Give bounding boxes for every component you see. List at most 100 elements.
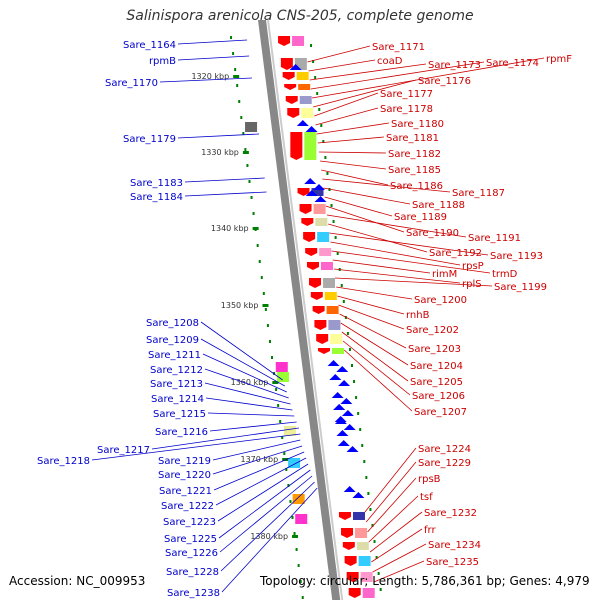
scale-tick [359,428,362,431]
gene-label-right: Sare_1191 [468,233,521,244]
annotation-block [292,36,305,46]
feature-layer [245,36,375,598]
gene-label-right: Sare_1207 [414,407,467,418]
leader-line [343,349,413,412]
gene-label-right: rpsP [462,261,484,272]
leader-line [313,79,417,108]
scale-tick [277,404,280,407]
scale-label: 1360 kbp [231,378,269,387]
scale-label: 1350 kbp [221,301,259,310]
backbone-layer [258,19,344,600]
major-tick [242,151,249,154]
major-tick [272,381,279,384]
gene-label-right: Sare_1178 [380,104,433,115]
gene-label-right: rpmF [546,54,572,65]
gene-label-right: Sare_1188 [412,200,465,211]
scale-tick [361,444,364,447]
forward-gene-arrow [348,588,361,598]
gene-label-left: Sare_1164 [123,40,176,51]
gene-label-right: Sare_1186 [390,181,443,192]
leader-line [326,214,467,238]
gene-label-right: Sare_1206 [412,391,465,402]
annotation-block [358,556,371,566]
annotation-block [304,132,317,160]
scale-tick [301,596,304,599]
scale-tick [250,196,253,199]
scale-label: 1320 kbp [191,72,229,81]
leader-line [339,313,407,349]
leader-line [365,461,417,523]
scale-tick [299,580,302,583]
reverse-gene-arrow [329,374,342,380]
leader-line [217,463,309,522]
topology-text: Topology: circular; Length: 5,786,361 bp… [260,574,590,588]
gene-label-right: Sare_1187 [452,188,505,199]
scale-tick [371,524,374,527]
annotation-block [298,84,311,90]
gene-label-right: rplS [462,279,482,290]
reverse-gene-arrow [346,446,359,452]
leader-line [202,353,287,393]
gene-label-right: Sare_1171 [372,42,425,53]
leader-line [315,107,379,126]
leader-line [340,322,409,366]
annotation-block [320,262,333,270]
leader-line [207,412,295,417]
gene-label-left: Sare_1222 [161,501,214,512]
scale-tick [293,532,296,535]
gene-label-right: Sare_1182 [388,149,441,160]
leader-line [184,191,267,197]
leader-line [310,61,485,90]
forward-gene-arrow [282,72,295,80]
annotation-block [299,96,312,104]
forward-gene-arrow [341,528,354,538]
forward-gene-arrow [297,188,310,196]
annotation-block [360,572,373,582]
scale-tick [234,68,237,71]
reverse-gene-arrow [343,424,356,430]
gene-label-right: Sare_1203 [408,344,461,355]
leader-line [373,560,425,583]
annotation-block [362,588,375,598]
leader-line [364,447,417,513]
scale-tick [289,500,292,503]
scale-tick [248,180,251,183]
forward-gene-arrow [338,512,351,520]
map-title: Salinispora arenicola CNS-205, complete … [126,8,474,24]
scale-tick [295,548,298,551]
backbone-shadow [267,19,344,600]
gene-label-right: Sare_1205 [410,377,463,388]
annotation-block [288,458,301,468]
forward-gene-arrow [310,292,323,300]
scale-tick [285,468,288,471]
scale-tick [232,52,235,55]
gene-label-right: rpsB [418,474,441,485]
forward-gene-arrow [280,58,293,70]
leader-line [368,495,419,543]
annotation-block [295,514,308,524]
scale-tick [312,60,315,63]
leader-line [330,241,461,266]
annotation-block [313,204,326,214]
scale-tick [240,116,243,119]
leader-line [200,338,286,387]
scale-tick [244,148,247,151]
scale-tick [314,76,317,79]
forward-gene-arrow [342,542,355,550]
forward-gene-arrow [346,572,359,582]
gene-label-right: rimM [432,269,457,280]
leader-line [372,543,427,573]
leader-line [215,457,307,506]
scale-tick [246,164,249,167]
major-tick [252,227,259,230]
reverse-gene-arrow [341,410,354,416]
scale-tick [363,460,366,463]
leader-line [318,151,387,154]
scale-label: 1340 kbp [211,224,249,233]
annotation-block [323,278,336,288]
forward-gene-arrow [301,218,314,226]
scale-tick [242,132,245,135]
annotation-block [245,122,258,132]
gene-label-left: Sare_1217 [97,445,150,456]
annotation-block [324,292,337,300]
